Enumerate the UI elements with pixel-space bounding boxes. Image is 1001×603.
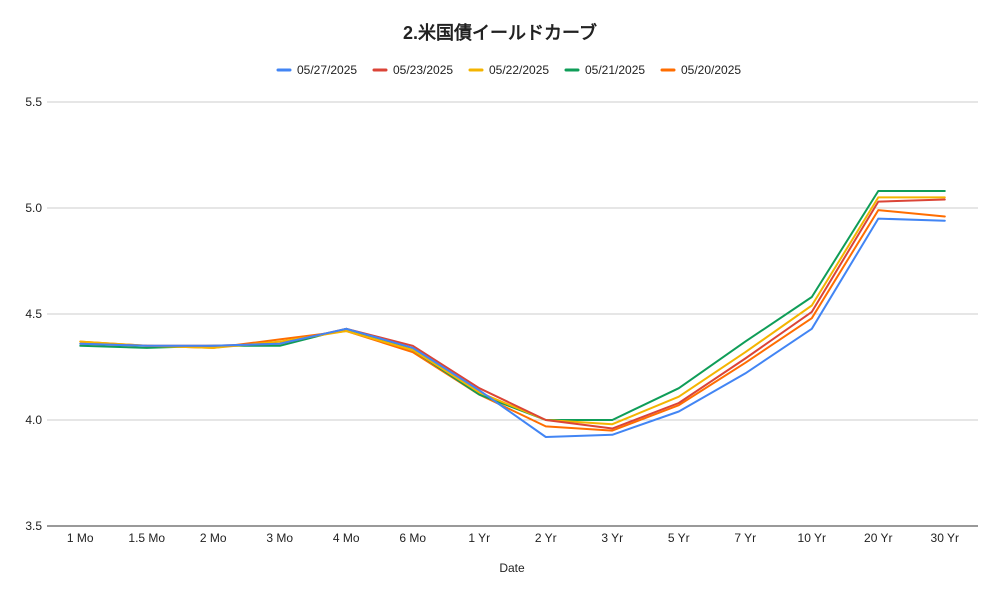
- x-tick-label: 4 Mo: [333, 531, 360, 545]
- y-tick-label: 5.0: [25, 201, 42, 215]
- y-tick-label: 4.5: [25, 307, 42, 321]
- x-tick-label: 1 Mo: [67, 531, 94, 545]
- x-tick-label: 30 Yr: [931, 531, 959, 545]
- x-tick-label: 3 Yr: [601, 531, 623, 545]
- y-tick-label: 5.5: [25, 95, 42, 109]
- y-axis: 3.5 4.0 4.5 5.0 5.5: [25, 95, 42, 533]
- x-tick-label: 20 Yr: [864, 531, 892, 545]
- x-tick-label: 3 Mo: [266, 531, 293, 545]
- x-tick-label: 1 Yr: [468, 531, 490, 545]
- legend-item: 05/23/2025: [372, 63, 453, 77]
- x-axis: 1 Mo 1.5 Mo 2 Mo 3 Mo 4 Mo 6 Mo 1 Yr 2 Yr 3 Yr 5 …: [67, 531, 959, 545]
- x-tick-label: 6 Mo: [399, 531, 426, 545]
- legend-item: 05/20/2025: [660, 63, 741, 77]
- y-tick-label: 4.0: [25, 413, 42, 427]
- x-tick-label: 1.5 Mo: [128, 531, 165, 545]
- x-axis-label: Date: [499, 561, 525, 575]
- legend-label: 05/20/2025: [681, 63, 741, 77]
- series-line: [79, 196, 946, 426]
- series-line: [79, 217, 946, 438]
- x-tick-label: 2 Mo: [200, 531, 227, 545]
- legend-item: 05/21/2025: [564, 63, 645, 77]
- legend-label: 05/23/2025: [393, 63, 453, 77]
- x-tick-label: 7 Yr: [734, 531, 756, 545]
- legend-item: 05/27/2025: [276, 63, 357, 77]
- y-tick-label: 3.5: [25, 519, 42, 533]
- chart-title: 2.米国債イールドカーブ: [403, 22, 597, 43]
- x-tick-label: 2 Yr: [535, 531, 557, 545]
- legend: 05/27/2025 05/23/2025 05/22/2025 05/21/2025…: [276, 63, 741, 77]
- series-line: [79, 209, 946, 432]
- legend-item: 05/22/2025: [468, 63, 549, 77]
- x-tick-label: 5 Yr: [668, 531, 690, 545]
- legend-label: 05/22/2025: [489, 63, 549, 77]
- legend-label: 05/27/2025: [297, 63, 357, 77]
- series-lines: [79, 190, 946, 438]
- legend-label: 05/21/2025: [585, 63, 645, 77]
- x-tick-label: 10 Yr: [798, 531, 826, 545]
- gridlines: [47, 101, 978, 527]
